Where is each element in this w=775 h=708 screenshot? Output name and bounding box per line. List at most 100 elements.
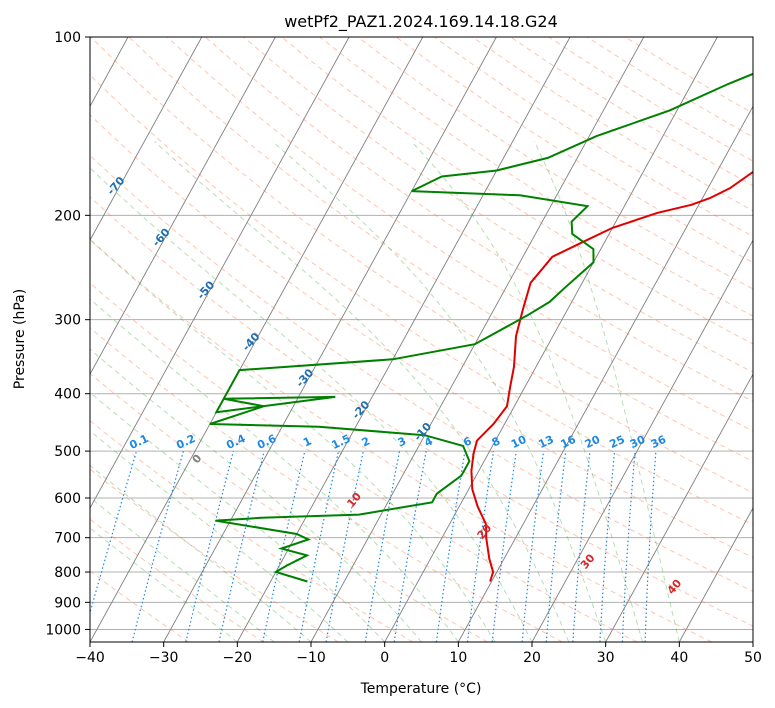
moist-adiabat-label: 20	[475, 521, 495, 541]
mixing-ratio-lines	[90, 450, 657, 642]
isotherm-label: -80	[57, 127, 80, 151]
mixing-ratio-line	[491, 451, 517, 642]
x-tick-label: −30	[149, 650, 179, 666]
isotherm-line	[531, 239, 753, 642]
moist-adiabat-line	[90, 527, 238, 642]
mixing-ratio-label: 0.6	[255, 432, 278, 452]
isotherm-line	[384, 37, 718, 642]
dry-adiabat-line	[90, 238, 712, 642]
x-axis-title: Temperature (°C)	[360, 681, 482, 697]
y-tick-label: 300	[54, 313, 81, 329]
isotherm-line	[678, 507, 753, 642]
y-tick-label: 700	[54, 531, 81, 547]
isotherm-line	[752, 641, 753, 642]
x-tick-label: 30	[597, 650, 615, 666]
dry-adiabat-line	[319, 37, 753, 317]
mixing-ratio-label: 36	[649, 433, 669, 451]
mixing-ratio-label: 0.1	[127, 432, 150, 452]
mixing-ratio-line	[298, 450, 340, 642]
y-tick-label: 900	[54, 595, 81, 611]
mixing-ratio-line	[131, 450, 184, 642]
x-tick-label: 0	[380, 650, 389, 666]
dewpoint-line	[209, 72, 753, 583]
isotherm-lines	[90, 37, 753, 642]
isotherm-line	[310, 37, 645, 642]
dry-adiabat-line	[510, 37, 753, 187]
x-axis: −40 −30 −20 −10 0 10 20 30 40 50	[75, 642, 762, 666]
isotherm-line	[163, 37, 497, 642]
mixing-ratio-label: 1	[301, 434, 313, 449]
dry-adiabat-line	[90, 154, 753, 592]
x-tick-label: −10	[296, 650, 326, 666]
isotherm-line	[90, 37, 203, 242]
y-tick-label: 600	[54, 491, 81, 507]
mixing-ratio-label: 30	[628, 433, 648, 451]
x-tick-label: 50	[744, 650, 762, 666]
isotherm-line	[90, 37, 424, 642]
dry-adiabat-line	[90, 282, 638, 642]
dry-adiabat-line	[90, 570, 190, 642]
moist-adiabat-line	[90, 348, 422, 642]
profile-lines	[209, 72, 753, 583]
moist-adiabat-label: 10	[344, 490, 364, 510]
isotherm-label: -90	[9, 80, 32, 104]
dry-adiabat-line	[243, 37, 753, 373]
mixing-ratio-label: 25	[607, 433, 626, 451]
dry-adiabat-line	[586, 37, 753, 138]
moist-adiabat-line	[90, 464, 312, 642]
mixing-ratio-line	[521, 451, 545, 642]
plot-area: 0.10.20.40.611.52346810131620253036-100-…	[9, 37, 753, 642]
dry-adiabat-line	[90, 196, 753, 627]
mixing-ratio-line	[545, 451, 567, 642]
mixing-ratio-line	[90, 450, 138, 615]
moist-adiabat-line	[271, 140, 607, 642]
isotherm-line	[90, 37, 276, 376]
dry-adiabat-line	[90, 518, 264, 642]
moist-adiabat-line	[90, 430, 349, 642]
mixing-ratio-line	[325, 450, 364, 642]
mixing-ratio-line	[621, 451, 636, 642]
y-tick-label: 200	[54, 208, 81, 224]
y-tick-label: 500	[54, 444, 81, 460]
mixing-ratio-label: 13	[536, 433, 555, 451]
mixing-ratio-label: 0.4	[224, 432, 247, 452]
dry-adiabat-lines	[90, 37, 753, 642]
chart-title: wetPf2_PAZ1.2024.169.14.18.G24	[284, 12, 558, 32]
y-tick-label: 800	[54, 565, 81, 581]
isotherm-line	[90, 37, 350, 509]
mixing-ratio-line	[466, 451, 495, 642]
isotherm-line	[236, 37, 571, 642]
mixing-ratio-label: 2	[360, 434, 372, 449]
moist-adiabat-line	[90, 298, 459, 642]
mixing-ratio-line	[218, 450, 265, 642]
isotherm-line	[605, 373, 753, 642]
moist-adiabat-line	[90, 239, 496, 642]
pressure-gridlines	[90, 37, 753, 630]
x-tick-label: 40	[670, 650, 688, 666]
moist-adiabat-lines	[90, 140, 680, 642]
dry-adiabat-line	[395, 37, 753, 263]
moist-adiabat-line	[90, 496, 275, 642]
x-tick-label: 10	[449, 650, 467, 666]
x-tick-label: −20	[223, 650, 253, 666]
dry-adiabat-line	[90, 74, 753, 526]
mixing-ratio-label: 1.5	[329, 432, 352, 452]
dry-adiabat-line	[166, 37, 753, 432]
moist-adiabat-line	[411, 140, 643, 642]
moist-adiabat-line	[90, 167, 533, 642]
dry-adiabat-line	[90, 37, 753, 494]
dry-adiabat-line	[281, 37, 753, 345]
x-tick-label: −40	[75, 650, 105, 666]
dry-adiabat-line	[90, 468, 339, 642]
plot-frame	[89, 36, 754, 643]
mixing-ratio-line	[435, 450, 466, 642]
y-tick-label: 100	[54, 30, 81, 46]
mixing-ratio-line	[572, 451, 591, 642]
moist-adiabat-label: 30	[578, 551, 598, 571]
y-axis: 100 200 300 400 500 600 700 800 900 1000	[45, 30, 90, 638]
mixing-ratio-label: 20	[583, 433, 603, 451]
mixing-ratio-label: 16	[559, 433, 579, 451]
y-tick-label: 1000	[45, 622, 81, 638]
temperature-line	[470, 170, 753, 582]
